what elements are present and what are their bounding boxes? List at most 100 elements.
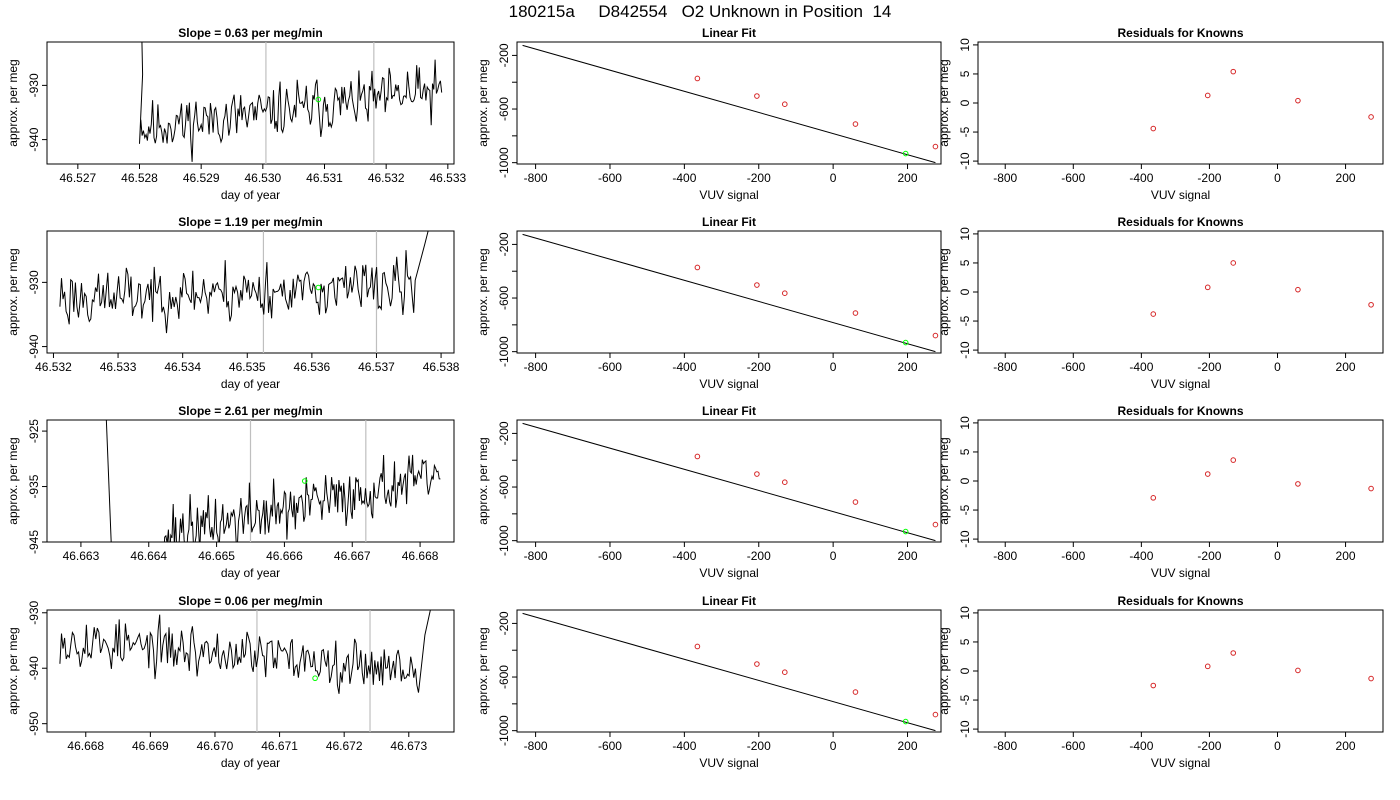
x-tick-label: -400 — [672, 171, 696, 185]
plot-area — [522, 422, 939, 542]
y-axis-label: approx. per meg — [937, 248, 951, 335]
panel-residuals-row-3: Residuals for Knowns -800 -600 -400 -200 0 200… — [937, 404, 1384, 580]
x-tick-label: 46.665 — [198, 549, 235, 563]
x-tick-label: 46.538 — [423, 360, 460, 374]
panel-residuals-row-1: Residuals for Knowns -800 -600 -400 -200 0 200… — [937, 26, 1384, 202]
x-tick-label: 46.673 — [390, 739, 427, 753]
panel-time_series-row-4: Slope = 0.06 per meg/min 46.668 46.669 46.6… — [6, 594, 455, 770]
y-axis-label: approx. per meg — [476, 437, 490, 524]
y-tick-label: -10 — [958, 530, 972, 548]
known-point — [852, 121, 859, 127]
y-tick-label: -1000 — [497, 525, 511, 556]
unknown-average-point — [301, 478, 308, 484]
y-tick-label: -600 — [497, 97, 511, 121]
y-tick-label: -200 — [497, 421, 511, 445]
unknown-average-point — [315, 284, 322, 291]
x-tick-label: 0 — [1274, 360, 1281, 374]
known-point — [852, 499, 859, 505]
x-tick-label: -800 — [993, 549, 1017, 563]
x-tick-label: 200 — [898, 549, 918, 563]
x-tick-label: 46.664 — [130, 549, 167, 563]
residual-point — [1150, 495, 1157, 501]
y-tick-label: 0 — [958, 667, 972, 674]
y-tick-label: -940 — [27, 127, 41, 151]
y-tick-label: -600 — [497, 286, 511, 310]
y-axis-label: approx. per meg — [476, 627, 490, 714]
y-axis-label: approx. per meg — [6, 248, 20, 335]
x-tick-label: 46.534 — [164, 360, 201, 374]
plot-frame — [516, 609, 942, 733]
x-axis-label: day of year — [221, 188, 280, 202]
plot-area — [139, 42, 443, 164]
plot-frame — [977, 230, 1384, 354]
x-tick-label: 200 — [1336, 171, 1356, 185]
residual-point — [1204, 471, 1211, 477]
y-tick-label: -940 — [27, 334, 41, 358]
residual-point — [1295, 97, 1301, 104]
known-point — [781, 290, 788, 297]
y-tick-label: -1000 — [497, 147, 511, 178]
plot-frame — [46, 609, 455, 733]
x-tick-label: 46.532 — [368, 171, 405, 185]
fit-line — [522, 422, 936, 542]
known-point — [754, 471, 760, 477]
y-tick-label: -940 — [27, 656, 41, 680]
x-tick-label: 200 — [898, 171, 918, 185]
y-tick-label: -5 — [958, 694, 972, 705]
y-tick-label: -200 — [497, 232, 511, 256]
known-point — [932, 521, 939, 528]
x-tick-label: 0 — [1274, 549, 1281, 563]
y-tick-label: -600 — [497, 665, 511, 689]
x-tick-label: -400 — [1129, 549, 1153, 563]
y-tick-label: 0 — [958, 99, 972, 106]
x-tick-label: 46.535 — [229, 360, 266, 374]
residual-point — [1204, 92, 1211, 99]
x-tick-label: 0 — [830, 360, 837, 374]
plot-area — [1150, 650, 1374, 689]
known-point — [754, 93, 760, 99]
panel-title: Residuals for Knowns — [1117, 404, 1243, 418]
y-tick-label: 10 — [958, 606, 972, 620]
unknown-point — [902, 528, 909, 535]
x-tick-label: -600 — [1061, 739, 1085, 753]
known-point — [694, 643, 701, 650]
y-axis-label: approx. per meg — [937, 59, 951, 146]
y-tick-label: 10 — [958, 416, 972, 430]
panel-residuals-row-4: Residuals for Knowns -800 -600 -400 -200 0 200… — [937, 594, 1384, 770]
known-point — [754, 282, 760, 288]
unknown-point — [902, 339, 909, 346]
residual-point — [1150, 311, 1157, 317]
x-axis-label: day of year — [221, 377, 280, 391]
panel-time_series-row-2: Slope = 1.19 per meg/min 46.532 46.533 46.5… — [6, 215, 460, 391]
plot-frame — [46, 41, 455, 165]
x-tick-label: -400 — [1129, 171, 1153, 185]
plot-area — [522, 612, 939, 732]
x-tick-label: 46.528 — [121, 171, 158, 185]
x-tick-label: 200 — [898, 360, 918, 374]
y-axis-label: approx. per meg — [6, 627, 20, 714]
x-tick-label: 46.669 — [132, 739, 169, 753]
x-axis-label: VUV signal — [699, 377, 758, 391]
x-tick-label: 46.536 — [294, 360, 331, 374]
y-tick-label: -200 — [497, 611, 511, 635]
x-tick-label: -800 — [993, 360, 1017, 374]
x-tick-label: 46.533 — [429, 171, 466, 185]
data-trace — [59, 231, 429, 334]
x-axis-label: VUV signal — [699, 188, 758, 202]
x-tick-label: -600 — [1061, 360, 1085, 374]
x-tick-label: 0 — [830, 171, 837, 185]
plot-frame — [516, 41, 942, 165]
known-point — [781, 669, 788, 676]
x-tick-label: 46.671 — [261, 739, 298, 753]
x-tick-label: -600 — [1061, 549, 1085, 563]
x-tick-label: 46.667 — [334, 549, 371, 563]
x-tick-label: -400 — [672, 360, 696, 374]
x-axis-label: VUV signal — [699, 566, 758, 580]
known-point — [932, 332, 939, 339]
x-axis-label: VUV signal — [699, 756, 758, 770]
unknown-average-point — [312, 675, 318, 682]
panel-title: Linear Fit — [702, 594, 756, 608]
x-tick-label: 0 — [830, 549, 837, 563]
plot-area — [105, 420, 441, 542]
x-tick-label: -800 — [524, 549, 548, 563]
